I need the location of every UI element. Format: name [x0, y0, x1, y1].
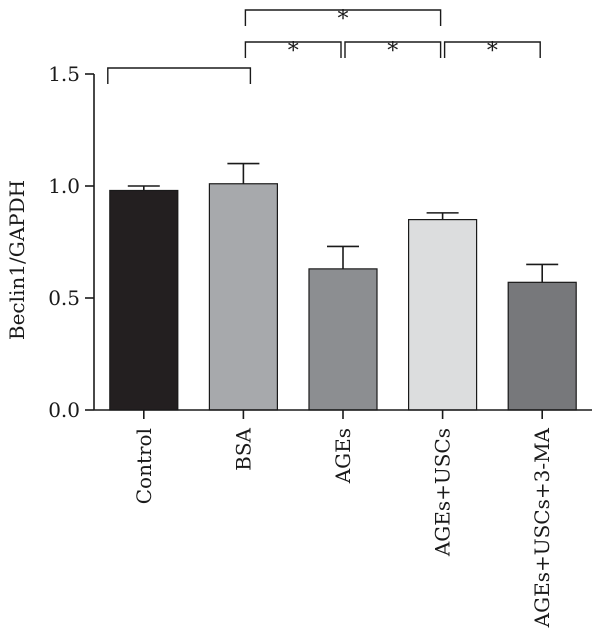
x-tick-label: AGEs — [331, 428, 355, 484]
significance-bracket — [107, 67, 252, 84]
y-axis-label: Beclin1/GAPDH — [5, 180, 29, 340]
bar — [308, 268, 378, 411]
significance-bracket — [443, 41, 541, 58]
significance-label: * — [387, 39, 398, 64]
significance-brackets-layer: * * * * — [107, 7, 541, 84]
significance-label: * — [338, 7, 349, 32]
x-tick-label: AGEs+USCs — [431, 428, 455, 557]
bar — [408, 219, 478, 411]
bar — [208, 183, 278, 411]
significance-label: * — [487, 39, 498, 64]
bar — [109, 189, 179, 411]
significance-bracket — [244, 41, 342, 58]
y-ticks-layer: 0.0 0.5 1.0 1.5 — [48, 62, 94, 422]
error-bars-layer — [127, 162, 559, 283]
y-tick-label: 1.0 — [48, 174, 80, 198]
y-tick-label: 1.5 — [48, 62, 80, 86]
significance-label: * — [288, 39, 299, 64]
significance-bracket — [244, 9, 442, 26]
bars-layer — [109, 183, 577, 411]
y-tick-label: 0.0 — [48, 398, 80, 422]
significance-bracket — [344, 41, 442, 58]
bar — [507, 281, 577, 411]
x-ticks-layer: Control BSA AGEs AGEs+USCs AGEs+USCs+3-MA — [132, 410, 554, 628]
x-tick-label: BSA — [231, 427, 255, 470]
x-tick-label: Control — [132, 428, 156, 504]
y-tick-label: 0.5 — [48, 286, 80, 310]
x-tick-label: AGEs+USCs+3-MA — [530, 427, 554, 628]
